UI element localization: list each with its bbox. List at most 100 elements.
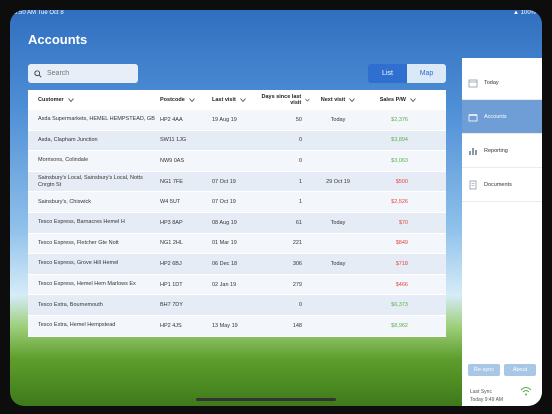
cell-sales: $718 bbox=[395, 260, 408, 267]
cell-postcode: HP2 4AA bbox=[160, 116, 183, 123]
battery-percent: 100% bbox=[520, 10, 536, 16]
wifi-status-icon: ▲ bbox=[513, 10, 519, 16]
cell-last-visit: 01 Mar 19 bbox=[212, 240, 237, 247]
cell-postcode: HP2 4JS bbox=[160, 322, 182, 329]
cell-last-visit: 07 Oct 19 bbox=[212, 178, 236, 185]
table-row[interactable]: Asda Supermarkets, HEMEL HEMPSTEAD, GB HP… bbox=[28, 110, 446, 131]
sidebar-item-label: Accounts bbox=[484, 113, 507, 120]
chevron-down-icon bbox=[240, 98, 246, 102]
cell-last-visit: 07 Oct 19 bbox=[212, 199, 236, 206]
table-row[interactable]: Tesco Express, Hemel Hem Marlows Ex HP1 1… bbox=[28, 274, 446, 296]
cell-postcode: HP1 1DT bbox=[160, 281, 183, 288]
resync-button[interactable]: Re-sync bbox=[468, 364, 500, 376]
sidebar-item-today[interactable]: Today bbox=[462, 66, 542, 100]
chevron-down-icon bbox=[67, 98, 74, 102]
column-header-last-visit[interactable]: Last visit bbox=[212, 97, 260, 103]
table-row[interactable]: Morrisons, Colindale NW9 0AS 0 $3,063 bbox=[28, 151, 446, 172]
cell-days-since: 221 bbox=[292, 240, 302, 247]
chevron-down-icon bbox=[349, 98, 356, 102]
cell-sales: $466 bbox=[395, 281, 408, 288]
table-row[interactable]: Tesco Express, Grove Hill Hemel HP2 6BJ 06… bbox=[28, 254, 446, 275]
cell-last-visit: 02 Jan 19 bbox=[212, 281, 237, 288]
cell-customer: Tesco Extra, Bournemouth bbox=[38, 301, 103, 308]
table-row[interactable]: Tesco Express, Barnacres Hemel H HP3 8AP 0… bbox=[28, 212, 446, 234]
table-row[interactable]: Sainsbury's Local, Sainsbury's Local, No… bbox=[28, 171, 446, 193]
cell-customer: Asda Supermarkets, HEMEL HEMPSTEAD, GB bbox=[38, 116, 155, 123]
table-row[interactable]: Tesco Express, Fletcher Gte Nott NG1 2HL 0… bbox=[28, 233, 446, 255]
cell-days-since: 0 bbox=[298, 157, 302, 164]
cell-last-visit: 13 May 19 bbox=[212, 322, 238, 329]
calendar-icon bbox=[468, 79, 478, 87]
sidebar-item-label: Today bbox=[484, 79, 499, 86]
table-row[interactable]: Asda, Clapham Junction SW11 1JG 0 $3,894 bbox=[28, 130, 446, 152]
cell-days-since: 148 bbox=[292, 322, 302, 329]
cell-sales: $70 bbox=[398, 219, 408, 226]
cell-sales: $6,373 bbox=[391, 302, 408, 309]
app-screen: 9:50 AM Tue Oct 8 ▲ 100% Accounts List M… bbox=[10, 10, 542, 406]
cell-customer: Asda, Clapham Junction bbox=[38, 136, 98, 143]
cell-postcode: BH7 7DY bbox=[160, 302, 183, 309]
column-label: Sales P/W bbox=[379, 97, 406, 103]
column-label: Days since last visit bbox=[261, 94, 302, 106]
cell-customer: Sainsbury's Local, Sainsbury's Local, No… bbox=[38, 174, 143, 188]
sidebar-item-accounts[interactable]: Accounts bbox=[462, 100, 542, 134]
search-input[interactable] bbox=[47, 70, 127, 77]
page-title: Accounts bbox=[28, 32, 88, 47]
search-bar[interactable] bbox=[28, 64, 138, 83]
table-row[interactable]: Tesco Extra, Hemel Hempstead HP2 4JS 13 Ma… bbox=[28, 315, 446, 337]
cell-next-visit: Today bbox=[330, 260, 346, 267]
cell-last-visit: 19 Aug 19 bbox=[212, 116, 237, 123]
cell-days-since: 0 bbox=[298, 302, 302, 309]
about-button[interactable]: About bbox=[504, 364, 536, 376]
sidebar-item-label: Reporting bbox=[484, 147, 508, 154]
column-label: Next visit bbox=[320, 97, 346, 103]
status-time: 9:50 AM Tue Oct 8 bbox=[14, 10, 64, 16]
cell-sales: $2,526 bbox=[391, 199, 408, 206]
map-view-button[interactable]: Map bbox=[407, 64, 446, 83]
column-label: Customer bbox=[38, 96, 64, 103]
cell-customer: Tesco Express, Hemel Hem Marlows Ex bbox=[38, 281, 136, 288]
cell-customer: Sainsbury's, Chiswick bbox=[38, 198, 92, 205]
column-header-days-since[interactable]: Days since last visit bbox=[260, 94, 312, 106]
cell-customer: Morrisons, Colindale bbox=[38, 157, 89, 164]
table-row[interactable]: Sainsbury's, Chiswick W4 5UT 07 Oct 19 1 $2,… bbox=[28, 192, 446, 213]
home-indicator[interactable] bbox=[196, 398, 336, 401]
chevron-down-icon bbox=[410, 98, 416, 102]
cell-last-visit: 08 Aug 19 bbox=[212, 219, 237, 226]
document-icon bbox=[469, 180, 477, 189]
cell-sales: $8,962 bbox=[391, 322, 408, 329]
column-header-customer[interactable]: Customer bbox=[28, 97, 160, 104]
sidebar-item-reporting[interactable]: Reporting bbox=[462, 134, 542, 168]
table-header: Customer Postcode Last visit Days since … bbox=[28, 90, 446, 110]
cell-days-since: 1 bbox=[298, 178, 302, 185]
cell-days-since: 61 bbox=[295, 219, 302, 226]
list-view-button[interactable]: List bbox=[368, 64, 407, 83]
search-icon bbox=[34, 69, 42, 78]
sidebar-item-label: Documents bbox=[484, 181, 512, 188]
table-row[interactable]: Tesco Extra, Bournemouth BH7 7DY 0 $6,373 bbox=[28, 295, 446, 316]
cell-days-since: 50 bbox=[295, 116, 302, 123]
column-header-next-visit[interactable]: Next visit bbox=[312, 97, 364, 103]
column-header-sales[interactable]: Sales P/W bbox=[364, 97, 418, 103]
cell-customer: Tesco Express, Fletcher Gte Nott bbox=[38, 239, 119, 246]
cell-sales: $3,063 bbox=[391, 157, 408, 164]
sidebar: Today Accounts Reporting Documents Re-sy… bbox=[462, 58, 542, 406]
cell-next-visit: Today bbox=[330, 219, 346, 226]
cell-postcode: HP2 6BJ bbox=[160, 260, 182, 267]
cell-sales: $3,894 bbox=[391, 137, 408, 144]
sidebar-item-documents[interactable]: Documents bbox=[462, 168, 542, 202]
table-body: Asda Supermarkets, HEMEL HEMPSTEAD, GB HP… bbox=[28, 110, 446, 337]
wifi-icon bbox=[520, 387, 532, 396]
column-header-postcode[interactable]: Postcode bbox=[160, 97, 212, 103]
column-label: Postcode bbox=[160, 97, 185, 103]
store-icon bbox=[468, 113, 478, 121]
chevron-down-icon bbox=[305, 98, 310, 102]
cell-sales: $500 bbox=[395, 178, 408, 185]
accounts-table: Customer Postcode Last visit Days since … bbox=[28, 90, 446, 337]
cell-next-visit: 29 Oct 19 bbox=[326, 178, 350, 185]
status-battery: ▲ 100% bbox=[513, 10, 536, 16]
bar-chart-icon bbox=[469, 147, 477, 155]
cell-days-since: 0 bbox=[298, 137, 302, 144]
cell-customer: Tesco Express, Barnacres Hemel H bbox=[38, 219, 125, 226]
view-toggle: List Map bbox=[368, 64, 446, 83]
